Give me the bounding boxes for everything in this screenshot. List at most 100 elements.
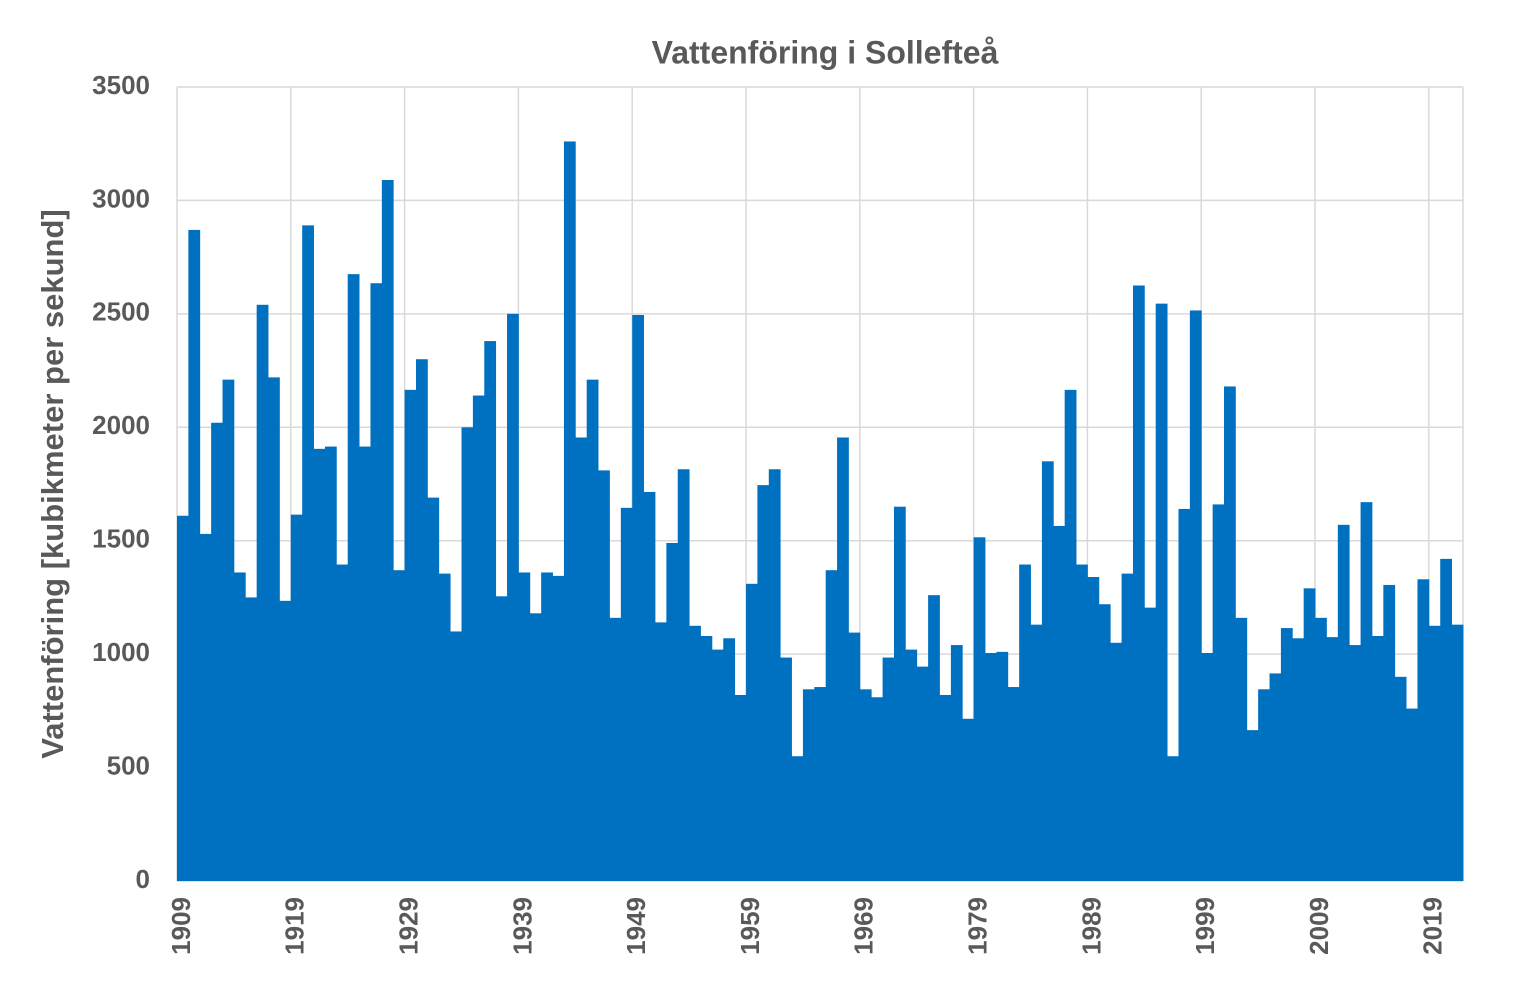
y-tick-label: 3000 (92, 183, 150, 213)
x-tick-label: 1919 (280, 897, 310, 955)
bar (1144, 607, 1157, 881)
bar (1212, 504, 1225, 881)
bar (791, 756, 804, 881)
bar (1235, 617, 1248, 881)
bar (620, 507, 633, 881)
bar (723, 638, 736, 881)
bar (507, 313, 519, 881)
x-tick-label: 2019 (1418, 897, 1448, 955)
x-tick-label: 1909 (166, 897, 196, 955)
bar (1326, 637, 1339, 881)
bar (290, 514, 303, 881)
bar (654, 622, 667, 881)
bar (177, 515, 189, 881)
bar (916, 666, 929, 881)
bar (1087, 577, 1100, 881)
bar (336, 564, 349, 881)
bar (279, 600, 292, 881)
bar (1315, 617, 1327, 881)
bar (1098, 604, 1111, 881)
bar (1030, 624, 1043, 881)
bar (518, 572, 531, 881)
bar (1041, 461, 1054, 881)
bar (347, 274, 360, 882)
bar (962, 718, 975, 881)
bar (495, 596, 508, 881)
bar (461, 427, 474, 881)
bar (814, 687, 827, 881)
bar (393, 570, 406, 881)
bar (222, 379, 235, 881)
bar (415, 359, 428, 881)
bar (1064, 389, 1077, 881)
y-tick-label: 0 (136, 864, 150, 894)
bar (563, 141, 576, 882)
bar (768, 469, 781, 881)
bar (1178, 508, 1191, 881)
bar (1053, 525, 1066, 881)
bar (1258, 689, 1270, 881)
bar (324, 446, 337, 881)
bar (677, 469, 690, 881)
x-tick-label: 2009 (1304, 897, 1334, 955)
bar (985, 653, 997, 881)
bar (1303, 588, 1316, 881)
bar (472, 395, 485, 881)
bar (404, 389, 417, 881)
bar (939, 694, 952, 881)
bar (1121, 573, 1134, 881)
bar (245, 597, 258, 881)
x-tick-label: 1979 (963, 897, 993, 955)
chart-title: Vattenföring i Sollefteå (652, 34, 999, 70)
bar (666, 542, 679, 881)
bar (609, 617, 622, 881)
bar (734, 694, 747, 881)
bar (1280, 628, 1293, 881)
bar (598, 470, 610, 881)
bar (268, 377, 280, 881)
bar (837, 437, 849, 881)
bar (1451, 624, 1464, 881)
bar (541, 572, 553, 881)
bar (427, 497, 440, 881)
bar (1224, 386, 1236, 881)
bar (1110, 642, 1122, 881)
bar (973, 537, 986, 881)
bar (1394, 676, 1407, 881)
bar (1406, 708, 1418, 881)
y-tick-label: 3500 (92, 70, 150, 100)
bar (450, 631, 462, 881)
bar (689, 625, 701, 881)
bar (1007, 687, 1020, 881)
bar (1292, 638, 1305, 881)
bar (359, 446, 371, 881)
bar (586, 379, 599, 881)
y-axis-label: Vattenföring [kubikmeter per sekund] (35, 209, 70, 759)
x-tick-label: 1949 (621, 897, 651, 955)
bar (188, 229, 201, 882)
x-tick-label: 1939 (507, 897, 537, 955)
bar (1428, 625, 1441, 881)
x-tick-label: 1969 (849, 897, 879, 955)
bar (199, 533, 212, 881)
bar (1076, 564, 1088, 881)
bar (1371, 635, 1384, 881)
bar (893, 506, 906, 881)
bar (1201, 653, 1214, 881)
bar (700, 635, 713, 881)
bar (1383, 584, 1396, 881)
bar (746, 583, 758, 881)
bar (233, 572, 246, 881)
x-tick-label: 1989 (1076, 897, 1106, 955)
bar (1246, 730, 1259, 881)
bar (882, 657, 895, 881)
bar (1349, 645, 1361, 881)
y-tick-label: 500 (107, 750, 150, 780)
y-tick-label: 2000 (92, 410, 150, 440)
bar (1337, 524, 1350, 881)
bar (632, 314, 645, 881)
bar (643, 491, 656, 881)
bar (950, 645, 963, 881)
x-tick-label: 1959 (735, 897, 765, 955)
